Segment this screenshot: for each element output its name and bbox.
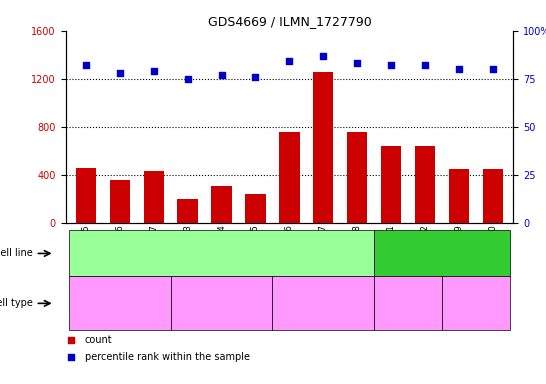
Point (455, 66, 464, 72)
Text: percentile rank within the sample: percentile rank within the sample (85, 352, 250, 362)
Bar (144, 171, 164, 223)
Point (183, 76, 192, 82)
Point (387, 62, 395, 68)
Text: embryonic stem cell H9: embryonic stem cell H9 (168, 249, 275, 258)
Point (420, 62, 429, 68)
Text: derived astrocytes: derived astrocytes (186, 299, 257, 308)
Bar (347, 131, 367, 223)
Point (217, 72, 226, 78)
Bar (381, 146, 401, 223)
Point (285, 58, 294, 65)
Bar (110, 180, 130, 223)
Text: undifferentiated: undifferentiated (88, 299, 151, 308)
Text: cell line: cell line (0, 248, 33, 258)
Point (319, 53, 328, 59)
Bar (313, 71, 334, 223)
Text: count: count (85, 335, 112, 345)
Point (353, 60, 361, 66)
Point (251, 74, 260, 80)
Point (67, 354, 75, 360)
Bar (449, 169, 469, 223)
Point (489, 66, 497, 72)
Point (150, 68, 158, 74)
Text: derived neurons
CD44- EGFR-: derived neurons CD44- EGFR- (445, 294, 507, 313)
Point (81, 62, 90, 68)
Bar (245, 194, 266, 223)
Bar (483, 169, 503, 223)
Text: derived neurons CD44-
EGFR-: derived neurons CD44- EGFR- (279, 294, 367, 313)
Title: GDS4669 / ILMN_1727790: GDS4669 / ILMN_1727790 (207, 15, 371, 28)
Point (115, 70, 124, 76)
Bar (415, 146, 435, 223)
Bar (211, 185, 232, 223)
Text: UNC-93B-deficient-induced
pluripotent stem: UNC-93B-deficient-induced pluripotent st… (381, 244, 503, 263)
Point (67, 337, 75, 343)
Bar (177, 199, 198, 223)
Bar (279, 131, 300, 223)
Text: derived
astrocytes: derived astrocytes (388, 294, 428, 313)
Bar (76, 167, 96, 223)
Text: cell type: cell type (0, 298, 33, 308)
